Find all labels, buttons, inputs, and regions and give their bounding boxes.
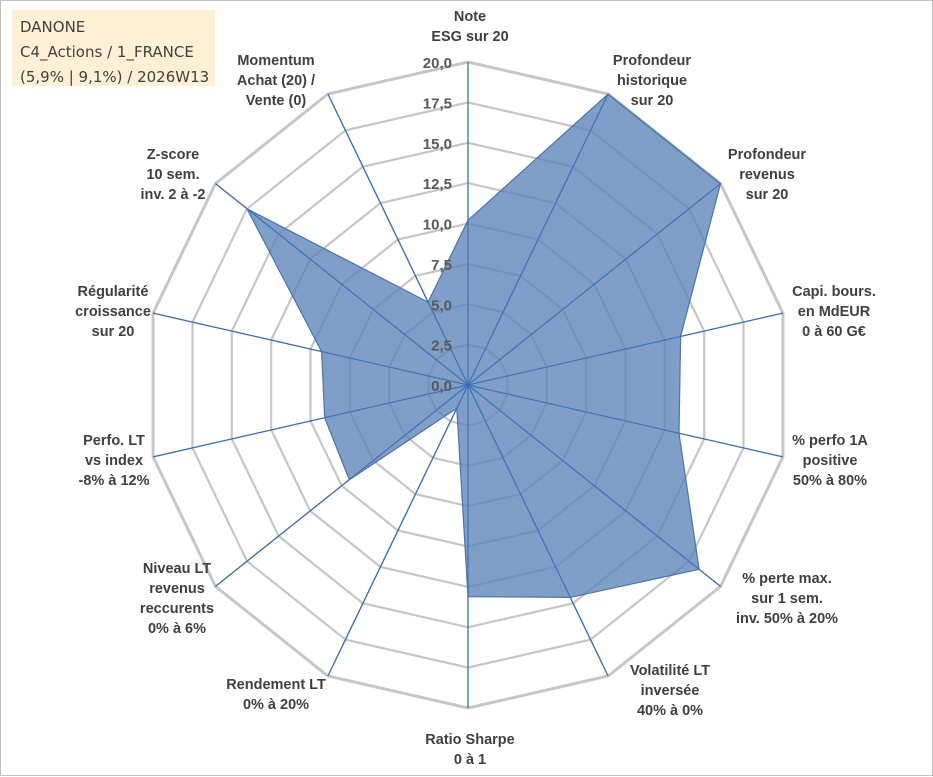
axis-label-9: Niveau LT revenus reccurents 0% à 6%	[140, 561, 214, 637]
axis-label-4-line-0: % perfo 1A	[792, 433, 868, 449]
tick-label-4: 10,0	[423, 217, 452, 234]
axis-label-13: Momentum Achat (20) / Vente (0)	[237, 53, 315, 109]
tick-label-7: 17,5	[423, 95, 452, 112]
axis-label-2: Profondeur revenus sur 20	[728, 147, 806, 203]
axis-label-13-line-2: Vente (0)	[246, 93, 307, 109]
axis-label-4-line-1: positive	[803, 453, 858, 469]
info-category: C4_Actions / 1_FRANCE	[20, 40, 215, 65]
axis-label-0: Note ESG sur 20	[431, 9, 508, 45]
axis-label-7-line-1: 0 à 1	[454, 752, 486, 768]
axis-label-1: Profondeur historique sur 20	[613, 53, 691, 109]
axis-label-13-line-0: Momentum	[237, 53, 314, 69]
axis-label-1-line-0: Profondeur	[613, 53, 691, 69]
axis-label-4: % perfo 1A positive 50% à 80%	[792, 433, 868, 489]
axis-label-4-line-2: 50% à 80%	[793, 473, 867, 489]
axis-label-2-line-2: sur 20	[746, 187, 789, 203]
tick-label-8: 20,0	[423, 55, 452, 72]
axis-label-6-line-2: 40% à 0%	[637, 703, 703, 719]
axis-label-12-line-1: 10 sem.	[146, 167, 199, 183]
axis-label-5: % perte max. sur 1 sem. inv. 50% à 20%	[736, 571, 838, 627]
axis-label-6: Volatilité LT inversée 40% à 0%	[630, 663, 710, 719]
axis-label-2-line-0: Profondeur	[728, 147, 806, 163]
axis-label-10-line-1: vs index	[85, 453, 143, 469]
data-area	[247, 94, 721, 597]
axis-label-9-line-2: reccurents	[140, 601, 214, 617]
axis-label-1-line-1: historique	[617, 73, 687, 89]
axis-label-9-line-1: revenus	[149, 581, 205, 597]
axis-label-10-line-0: Perfo. LT	[83, 433, 145, 449]
axis-label-5-line-0: % perte max.	[742, 571, 831, 587]
axis-label-12-line-2: inv. 2 à -2	[140, 187, 205, 203]
info-company: DANONE	[20, 15, 215, 40]
axis-label-6-line-1: inversée	[641, 683, 700, 699]
axis-label-3-line-2: 0 à 60 G€	[802, 324, 866, 340]
axis-label-7-line-0: Ratio Sharpe	[425, 732, 514, 748]
axis-label-11-line-2: sur 20	[92, 324, 135, 340]
tick-label-3: 7,5	[431, 257, 452, 274]
axis-label-6-line-0: Volatilité LT	[630, 663, 710, 679]
axis-label-10: Perfo. LT vs index -8% à 12%	[79, 433, 150, 489]
axis-label-2-line-1: revenus	[739, 167, 795, 183]
info-box: DANONE C4_Actions / 1_FRANCE (5,9% | 9,1…	[12, 10, 215, 86]
axis-label-12-line-0: Z-score	[147, 147, 199, 163]
tick-label-0: 0,0	[431, 378, 452, 395]
axis-label-11-line-0: Régularité	[78, 284, 149, 300]
axis-label-1-line-2: sur 20	[631, 93, 674, 109]
tick-label-2: 5,0	[431, 297, 452, 314]
axis-label-3: Capi. bours. en MdEUR 0 à 60 G€	[792, 284, 876, 340]
tick-label-1: 2,5	[431, 338, 452, 355]
axis-label-11-line-1: croissance	[75, 304, 151, 320]
axis-label-7: Ratio Sharpe 0 à 1	[425, 732, 514, 768]
axis-label-13-line-1: Achat (20) /	[237, 73, 315, 89]
axis-label-0-line-1: ESG sur 20	[431, 29, 508, 45]
axis-label-5-line-2: inv. 50% à 20%	[736, 611, 838, 627]
axis-label-8-line-1: 0% à 20%	[243, 697, 309, 713]
axis-label-0-line-0: Note	[454, 9, 486, 25]
axis-label-8-line-0: Rendement LT	[226, 677, 326, 693]
axis-label-12: Z-score 10 sem. inv. 2 à -2	[140, 147, 205, 203]
axis-label-8: Rendement LT 0% à 20%	[226, 677, 326, 713]
tick-label-6: 15,0	[423, 136, 452, 153]
axis-label-3-line-1: en MdEUR	[798, 304, 871, 320]
tick-label-5: 12,5	[423, 176, 452, 193]
axis-label-10-line-2: -8% à 12%	[79, 473, 150, 489]
axis-label-11: Régularité croissance sur 20	[75, 284, 151, 340]
axis-label-3-line-0: Capi. bours.	[792, 284, 876, 300]
axis-label-9-line-0: Niveau LT	[143, 561, 211, 577]
info-period: (5,9% | 9,1%) / 2026W13	[20, 65, 215, 90]
axis-label-9-line-3: 0% à 6%	[148, 621, 206, 637]
axis-label-5-line-1: sur 1 sem.	[751, 591, 823, 607]
